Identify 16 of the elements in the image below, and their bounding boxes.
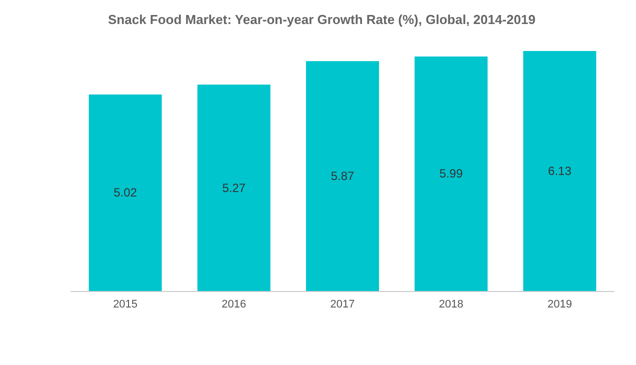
x-tick-label: 2016 [222,298,246,310]
x-tick-label: 2015 [113,298,138,310]
data-label: 5.99 [439,166,464,181]
bar [88,94,162,291]
x-tick-label: 2019 [547,298,572,310]
data-label: 5.87 [330,169,354,184]
bar [306,61,379,291]
x-tick-label: 2018 [438,298,464,310]
bar [523,51,596,291]
data-label: 6.13 [548,164,572,178]
data-label: 5.02 [114,186,138,200]
data-label: 5.27 [222,180,246,195]
x-tick-label: 2017 [330,298,355,310]
bar [414,56,488,291]
chart-title: Snack Food Market: Year-on-year Growth Rate (%), Global, 2014-2019 [108,12,536,27]
bar [197,84,270,291]
